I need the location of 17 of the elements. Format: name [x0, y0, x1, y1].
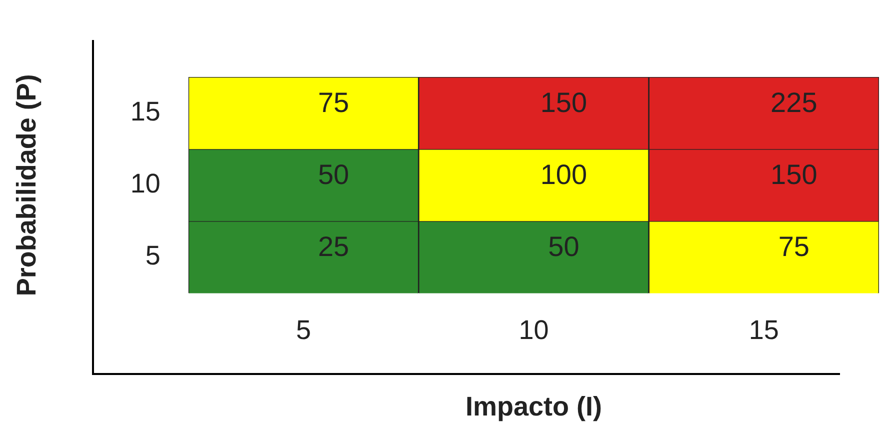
x-tick-label: 5	[296, 314, 312, 345]
data-label: 50	[318, 159, 350, 190]
y-axis-title: Probabilidade (P)	[12, 74, 42, 296]
data-label: 100	[540, 159, 588, 190]
x-axis-title: Impacto (I)	[465, 391, 602, 422]
data-label: 225	[770, 87, 818, 118]
x-tick-label: 15	[748, 314, 779, 345]
y-tick-label: 10	[130, 168, 160, 199]
data-label: 75	[318, 87, 350, 118]
data-label: 150	[540, 87, 588, 118]
y-tick-label: 15	[130, 96, 160, 126]
data-label: 150	[770, 159, 818, 190]
data-label: 25	[318, 231, 350, 262]
data-label: 75	[778, 231, 810, 262]
y-tick-label: 5	[145, 240, 160, 271]
x-tick-label: 10	[518, 314, 549, 345]
data-label: 50	[548, 231, 580, 262]
